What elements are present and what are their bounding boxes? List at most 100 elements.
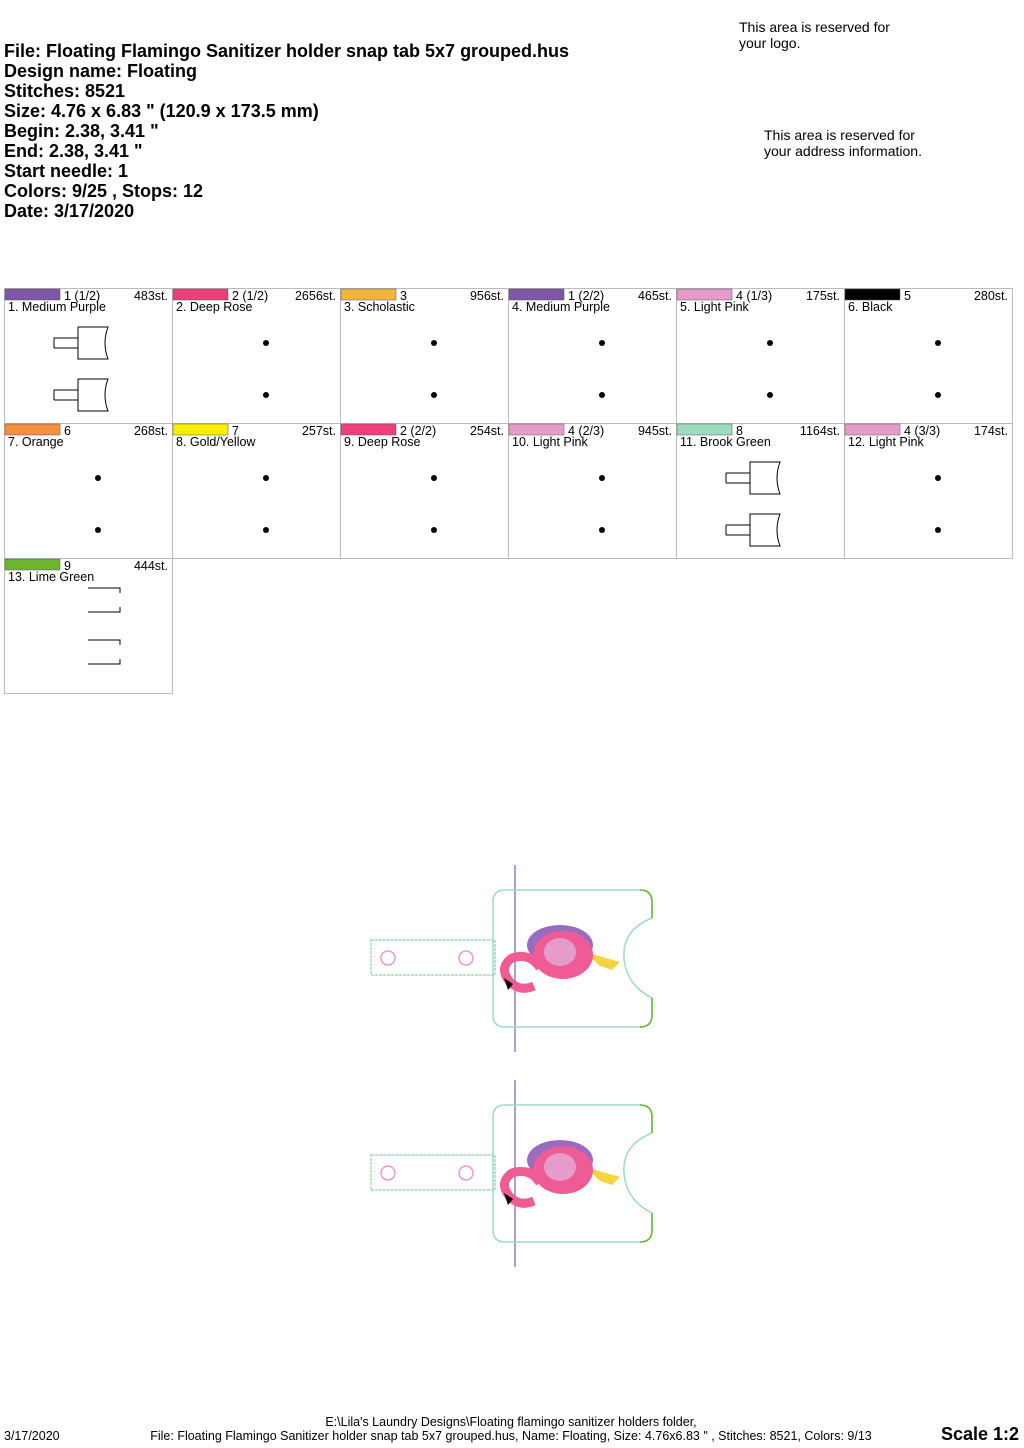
needle: 3 (400, 289, 407, 303)
stitches: 175st. (806, 289, 840, 303)
footer-path: E:\Lila's Laundry Designs\Floating flami… (325, 1415, 696, 1429)
needle: 5 (904, 289, 911, 303)
thumb (88, 639, 121, 665)
color-block: 2 (2/2) 254st. 9. Deep Rose (340, 423, 509, 559)
color-name: 13. Lime Green (8, 570, 94, 584)
design-preview (371, 865, 652, 1052)
header-line: Stitches: 8521 (4, 81, 125, 101)
swatch (844, 423, 901, 436)
header-line: Design name: Floating (4, 61, 197, 81)
needle: 7 (232, 424, 239, 438)
color-block: 1 (2/2) 465st. 4. Medium Purple (508, 288, 677, 424)
thumb (263, 392, 269, 398)
thumb (431, 340, 437, 346)
thumb (95, 527, 101, 533)
thumb (599, 392, 605, 398)
thumb (767, 340, 773, 346)
header-line: Begin: 2.38, 3.41 " (4, 121, 159, 141)
color-name: 3. Scholastic (344, 300, 415, 314)
needle: 8 (736, 424, 743, 438)
stitches: 444st. (134, 559, 168, 573)
design-preview (371, 1080, 652, 1267)
thumb (431, 527, 437, 533)
stitches: 483st. (134, 289, 168, 303)
stitches: 465st. (638, 289, 672, 303)
color-name: 1. Medium Purple (8, 300, 106, 314)
color-name: 7. Orange (8, 435, 64, 449)
address-note: your address information. (764, 143, 922, 159)
needle: 4 (1/3) (736, 289, 772, 303)
thumb (935, 392, 941, 398)
cell (844, 423, 1013, 559)
color-name: 8. Gold/Yellow (176, 435, 256, 449)
thumb (725, 513, 781, 547)
color-block: 4 (3/3) 174st. 12. Light Pink (844, 423, 1013, 559)
thumb (767, 392, 773, 398)
swatch (4, 558, 61, 571)
stitches: 956st. (470, 289, 504, 303)
thumb (599, 475, 605, 481)
swatch (508, 288, 565, 301)
swatch (676, 423, 733, 436)
header-line: File: Floating Flamingo Sanitizer holder… (4, 41, 569, 61)
thumb (725, 461, 781, 495)
stitches: 2656st. (295, 289, 336, 303)
cell (4, 558, 173, 694)
needle: 1 (1/2) (64, 289, 100, 303)
swatch (844, 288, 901, 301)
swatch (676, 288, 733, 301)
stitches: 174st. (974, 424, 1008, 438)
color-name: 11. Brook Green (680, 435, 771, 449)
header-line: Start needle: 1 (4, 161, 128, 181)
thumb (53, 326, 109, 360)
swatch (4, 423, 61, 436)
thumb (599, 340, 605, 346)
color-name: 5. Light Pink (680, 300, 750, 314)
swatch (340, 288, 397, 301)
swatch (172, 288, 229, 301)
color-block: 8 1164st. 11. Brook Green (676, 423, 845, 559)
needle: 4 (2/3) (568, 424, 604, 438)
color-name: 2. Deep Rose (176, 300, 252, 314)
swatch (508, 423, 565, 436)
logo-note: your logo. (739, 35, 800, 51)
footer-date: 3/17/2020 (4, 1429, 60, 1443)
thumb (935, 527, 941, 533)
color-block: 1 (1/2) 483st. 1. Medium Purple (4, 288, 173, 424)
stitches: 945st. (638, 424, 672, 438)
color-block: 9 444st. 13. Lime Green (4, 558, 173, 694)
thumb (53, 378, 109, 412)
swatch (172, 423, 229, 436)
color-block: 6 268st. 7. Orange (4, 423, 173, 559)
color-name: 6. Black (848, 300, 893, 314)
color-name: 9. Deep Rose (344, 435, 420, 449)
color-block: 4 (1/3) 175st. 5. Light Pink (676, 288, 845, 424)
color-block: 4 (2/3) 945st. 10. Light Pink (508, 423, 677, 559)
thumb (263, 527, 269, 533)
thumb (263, 475, 269, 481)
stitches: 254st. (470, 424, 504, 438)
color-name: 10. Light Pink (512, 435, 588, 449)
thumb (599, 527, 605, 533)
needle: 9 (64, 559, 71, 573)
stitches: 280st. (974, 289, 1008, 303)
thumb (88, 587, 121, 613)
thumb (935, 475, 941, 481)
color-block: 3 956st. 3. Scholastic (340, 288, 509, 424)
thumb (431, 475, 437, 481)
color-name: 12. Light Pink (848, 435, 924, 449)
swatch (340, 423, 397, 436)
thumb (935, 340, 941, 346)
needle: 1 (2/2) (568, 289, 604, 303)
color-block: 5 280st. 6. Black (844, 288, 1013, 424)
color-block: 7 257st. 8. Gold/Yellow (172, 423, 341, 559)
thumb (263, 340, 269, 346)
header-line: Colors: 9/25 , Stops: 12 (4, 181, 203, 201)
thumb (431, 392, 437, 398)
needle: 2 (2/2) (400, 424, 436, 438)
swatch (4, 288, 61, 301)
header-line: Date: 3/17/2020 (4, 201, 134, 221)
needle: 6 (64, 424, 71, 438)
needle: 2 (1/2) (232, 289, 268, 303)
